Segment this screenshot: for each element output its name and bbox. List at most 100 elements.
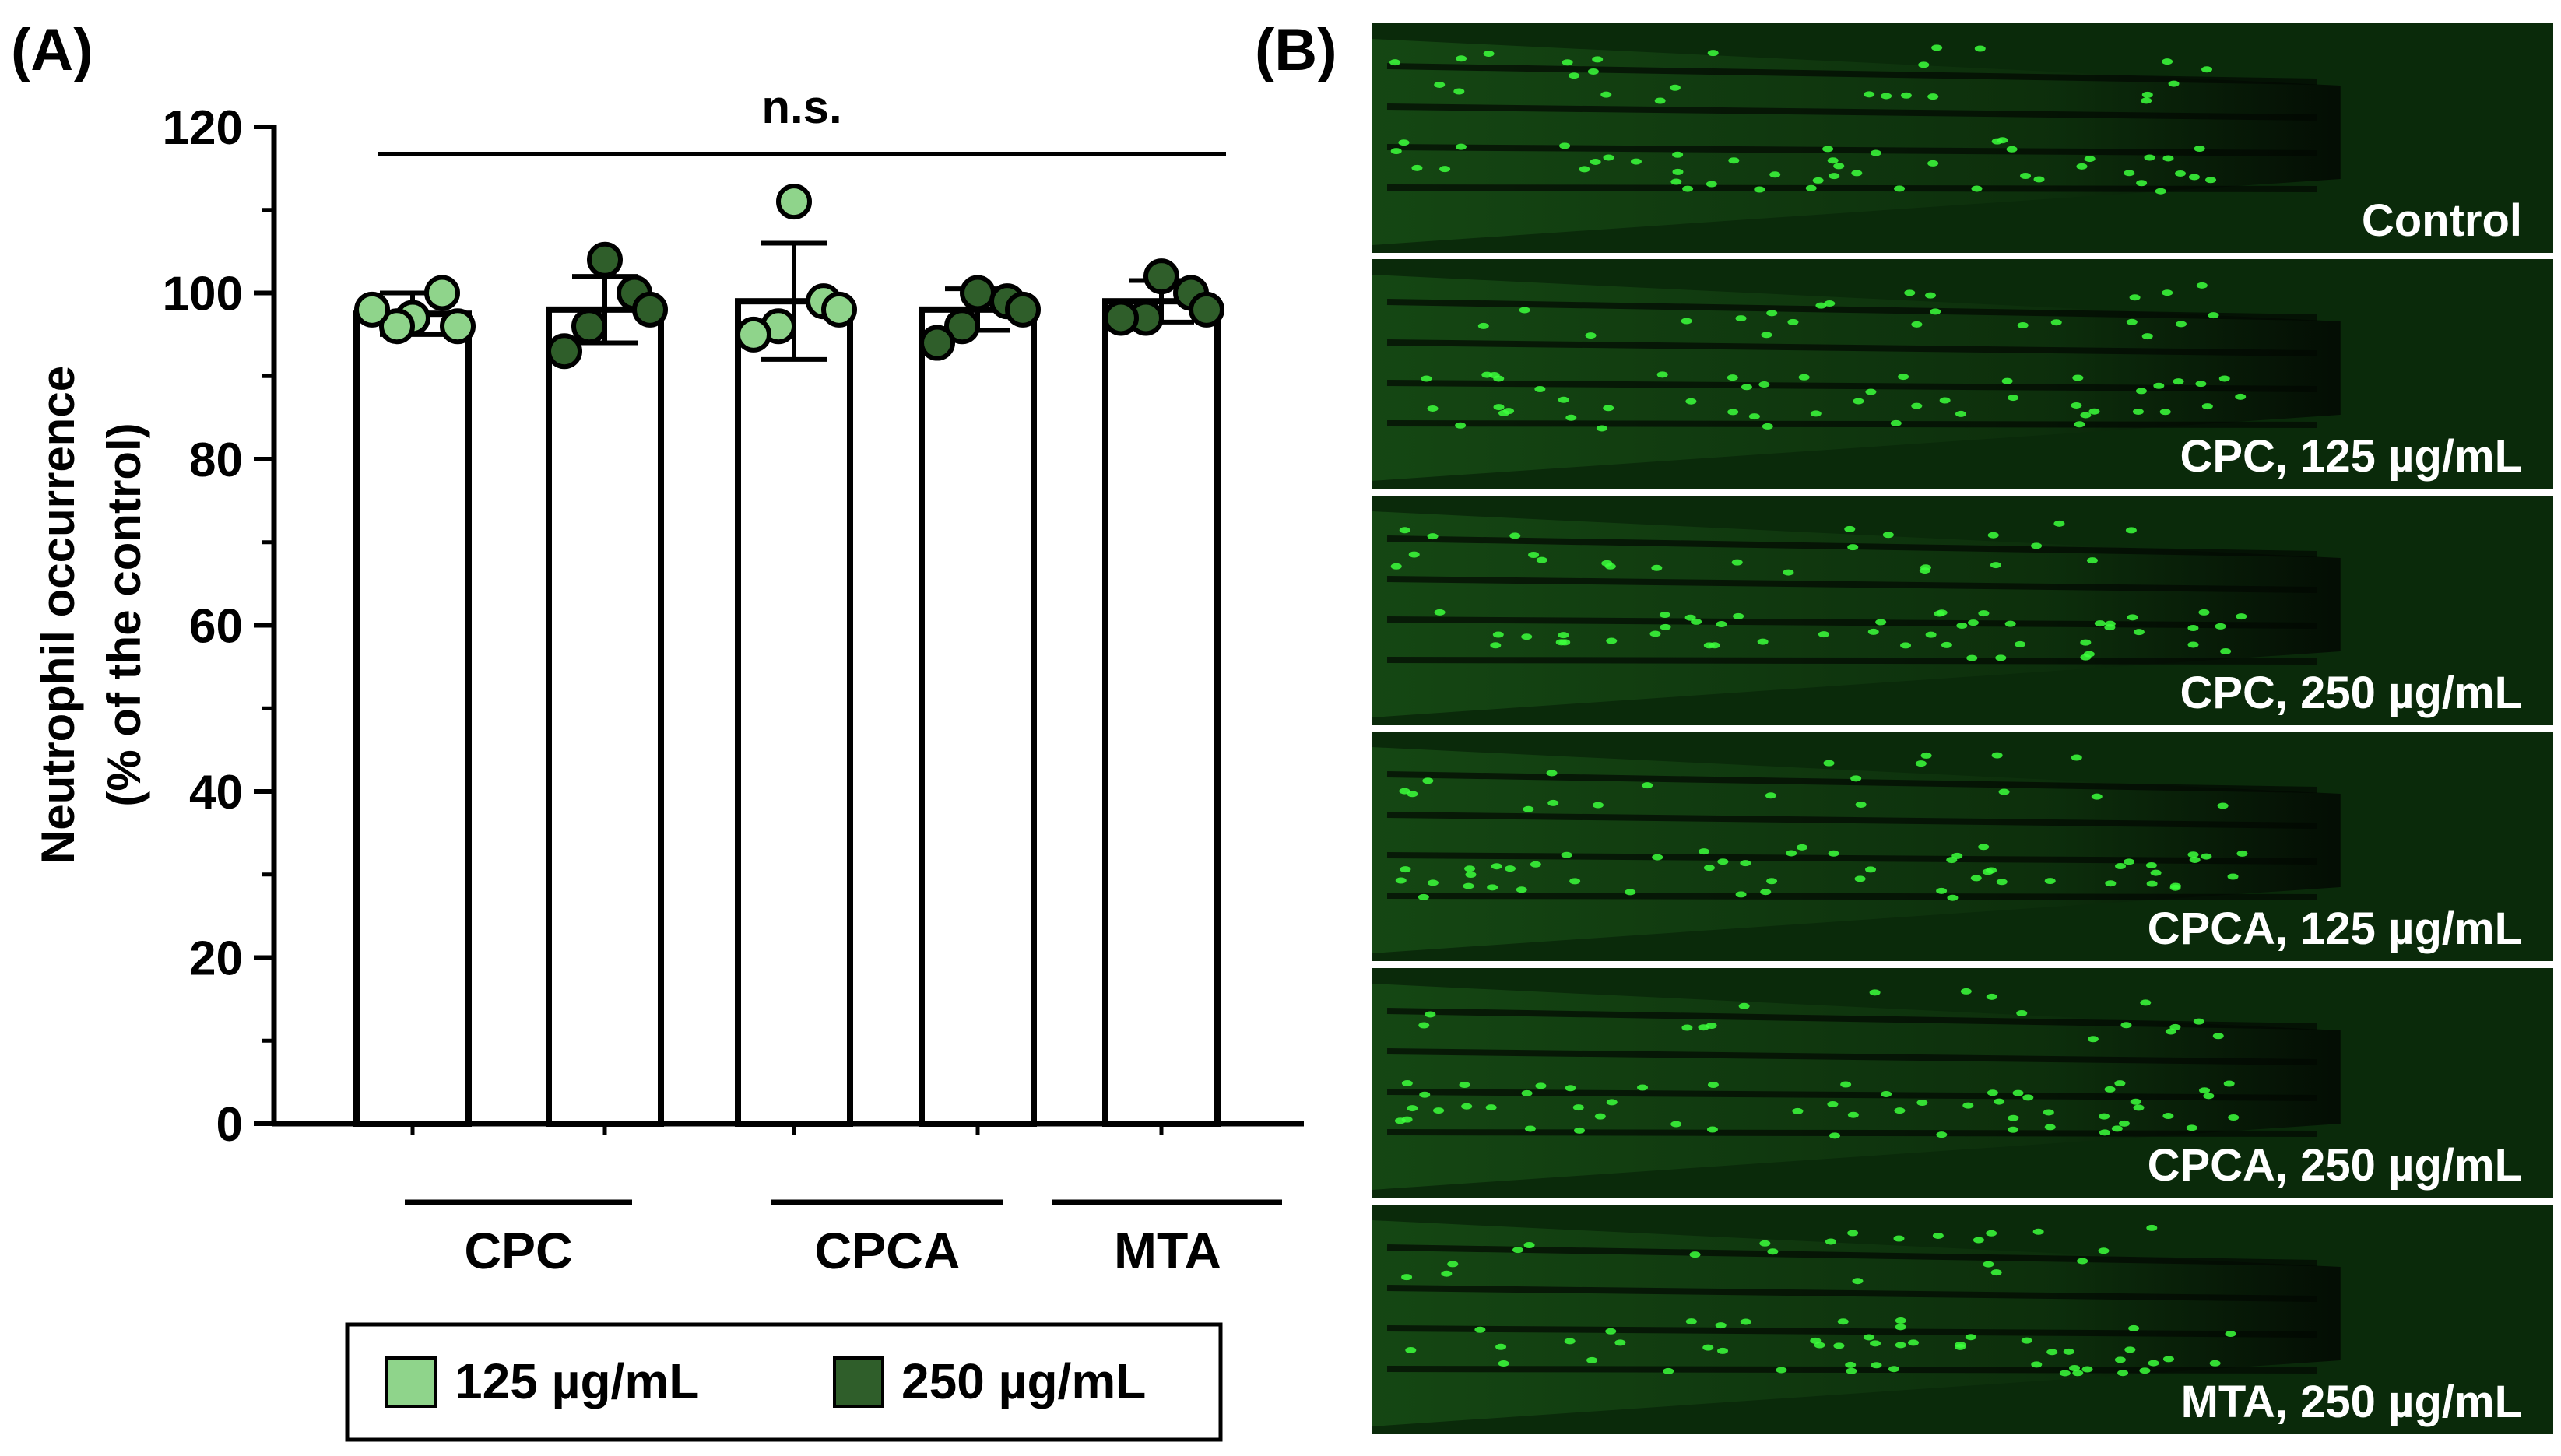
neutrophil	[2209, 1360, 2221, 1367]
neutrophil	[1735, 315, 1747, 322]
micrograph-label: MTA, 250 µg/mL	[2181, 1377, 2522, 1427]
neutrophil	[1390, 148, 1402, 155]
neutrophil	[2094, 620, 2106, 627]
neutrophil	[1978, 844, 1990, 851]
vessel-stripe	[1386, 812, 2317, 829]
neutrophil	[1846, 1367, 1857, 1374]
neutrophil	[2153, 382, 2165, 389]
neutrophil	[1546, 770, 1558, 777]
neutrophil	[1707, 50, 1719, 57]
neutrophil	[2236, 850, 2248, 857]
neutrophil	[1847, 1230, 1859, 1237]
neutrophil	[1565, 1085, 1576, 1092]
neutrophil	[1715, 1322, 1727, 1329]
neutrophil	[2169, 882, 2181, 889]
neutrophil	[1757, 638, 1769, 645]
larva-tail	[1372, 1220, 2341, 1426]
vessel-stripe	[1386, 1089, 2317, 1101]
neutrophil	[2146, 1224, 2158, 1231]
neutrophil	[2088, 408, 2100, 415]
neutrophil	[2031, 542, 2043, 549]
neutrophil	[1852, 1278, 1864, 1285]
neutrophil	[1433, 1107, 1445, 1114]
neutrophil	[2201, 853, 2212, 860]
neutrophil	[1990, 562, 2001, 569]
legend-label-250: 250 µg/mL	[901, 1353, 1146, 1409]
neutrophil	[1941, 641, 1952, 648]
neutrophil	[2032, 1228, 2044, 1235]
neutrophil	[1881, 93, 1892, 100]
neutrophil	[1421, 375, 1432, 382]
bar-chart: Neutrophil occurrence (% of the control)…	[32, 81, 1304, 1279]
neutrophil	[2235, 393, 2247, 400]
data-point	[424, 275, 460, 311]
data-point	[587, 241, 623, 278]
neutrophil	[2127, 614, 2138, 621]
neutrophil	[2208, 312, 2219, 319]
neutrophil	[2124, 170, 2135, 177]
data-point	[919, 325, 955, 361]
neutrophil	[2201, 403, 2213, 410]
neutrophil	[1919, 567, 1930, 574]
neutrophil	[1931, 44, 1943, 51]
neutrophil	[2017, 321, 2029, 328]
neutrophil	[1973, 1237, 1984, 1244]
group-label-mta: MTA	[1114, 1222, 1221, 1279]
neutrophil	[1669, 84, 1681, 91]
significance-label: n.s.	[761, 81, 841, 133]
vessel-stripe	[1386, 144, 2317, 156]
panel-b-label: (B)	[1255, 17, 1337, 83]
larva-tail	[1372, 984, 2341, 1190]
neutrophil	[2053, 520, 2065, 527]
neutrophil	[1483, 51, 1495, 58]
neutrophil	[1453, 88, 1465, 95]
data-point	[1005, 291, 1041, 328]
larva-tail	[1372, 275, 2341, 481]
micrograph-1: Control	[1372, 23, 2553, 253]
y-tick-label: 20	[189, 932, 243, 986]
neutrophil	[1825, 1238, 1836, 1245]
neutrophil	[2220, 648, 2232, 655]
neutrophil	[1769, 171, 1781, 178]
neutrophil	[1401, 1116, 1413, 1123]
neutrophil	[1434, 609, 1446, 616]
neutrophil	[1682, 185, 1694, 192]
neutrophil	[2236, 613, 2247, 620]
neutrophil	[1592, 56, 1604, 63]
bar-cpc-125	[353, 310, 472, 1127]
neutrophil	[1530, 861, 1541, 868]
micrograph-2: CPC, 125 µg/mL	[1372, 259, 2553, 489]
neutrophil	[2044, 1124, 2056, 1131]
neutrophil	[2050, 319, 2062, 326]
neutrophil	[2141, 333, 2153, 340]
neutrophil	[1561, 851, 1572, 858]
neutrophil	[1498, 1360, 1509, 1367]
neutrophil	[2188, 174, 2200, 181]
neutrophil	[2006, 146, 2018, 153]
neutrophil	[1916, 1099, 1928, 1106]
neutrophil	[1573, 1127, 1585, 1134]
neutrophil	[1670, 1121, 1682, 1128]
neutrophil	[2133, 1104, 2145, 1111]
neutrophil	[2016, 1009, 2028, 1016]
neutrophil	[1844, 525, 1856, 532]
neutrophil	[1727, 409, 1739, 416]
neutrophil	[1829, 1132, 1841, 1139]
vessel-stripe	[1386, 184, 2317, 192]
neutrophil	[1936, 1131, 1948, 1138]
neutrophil	[2091, 793, 2103, 800]
neutrophil	[2215, 623, 2226, 630]
data-point	[736, 316, 771, 353]
neutrophil	[1869, 989, 1881, 996]
neutrophil	[1707, 1081, 1719, 1088]
data-point	[1189, 291, 1224, 328]
neutrophil	[1579, 166, 1590, 173]
data-point	[1143, 258, 1179, 295]
neutrophil	[1824, 300, 1836, 307]
neutrophil	[1871, 1362, 1882, 1369]
neutrophil	[2144, 154, 2155, 161]
neutrophil	[2080, 654, 2092, 661]
neutrophil	[1562, 59, 1573, 66]
micrograph-3: CPC, 250 µg/mL	[1372, 496, 2553, 725]
